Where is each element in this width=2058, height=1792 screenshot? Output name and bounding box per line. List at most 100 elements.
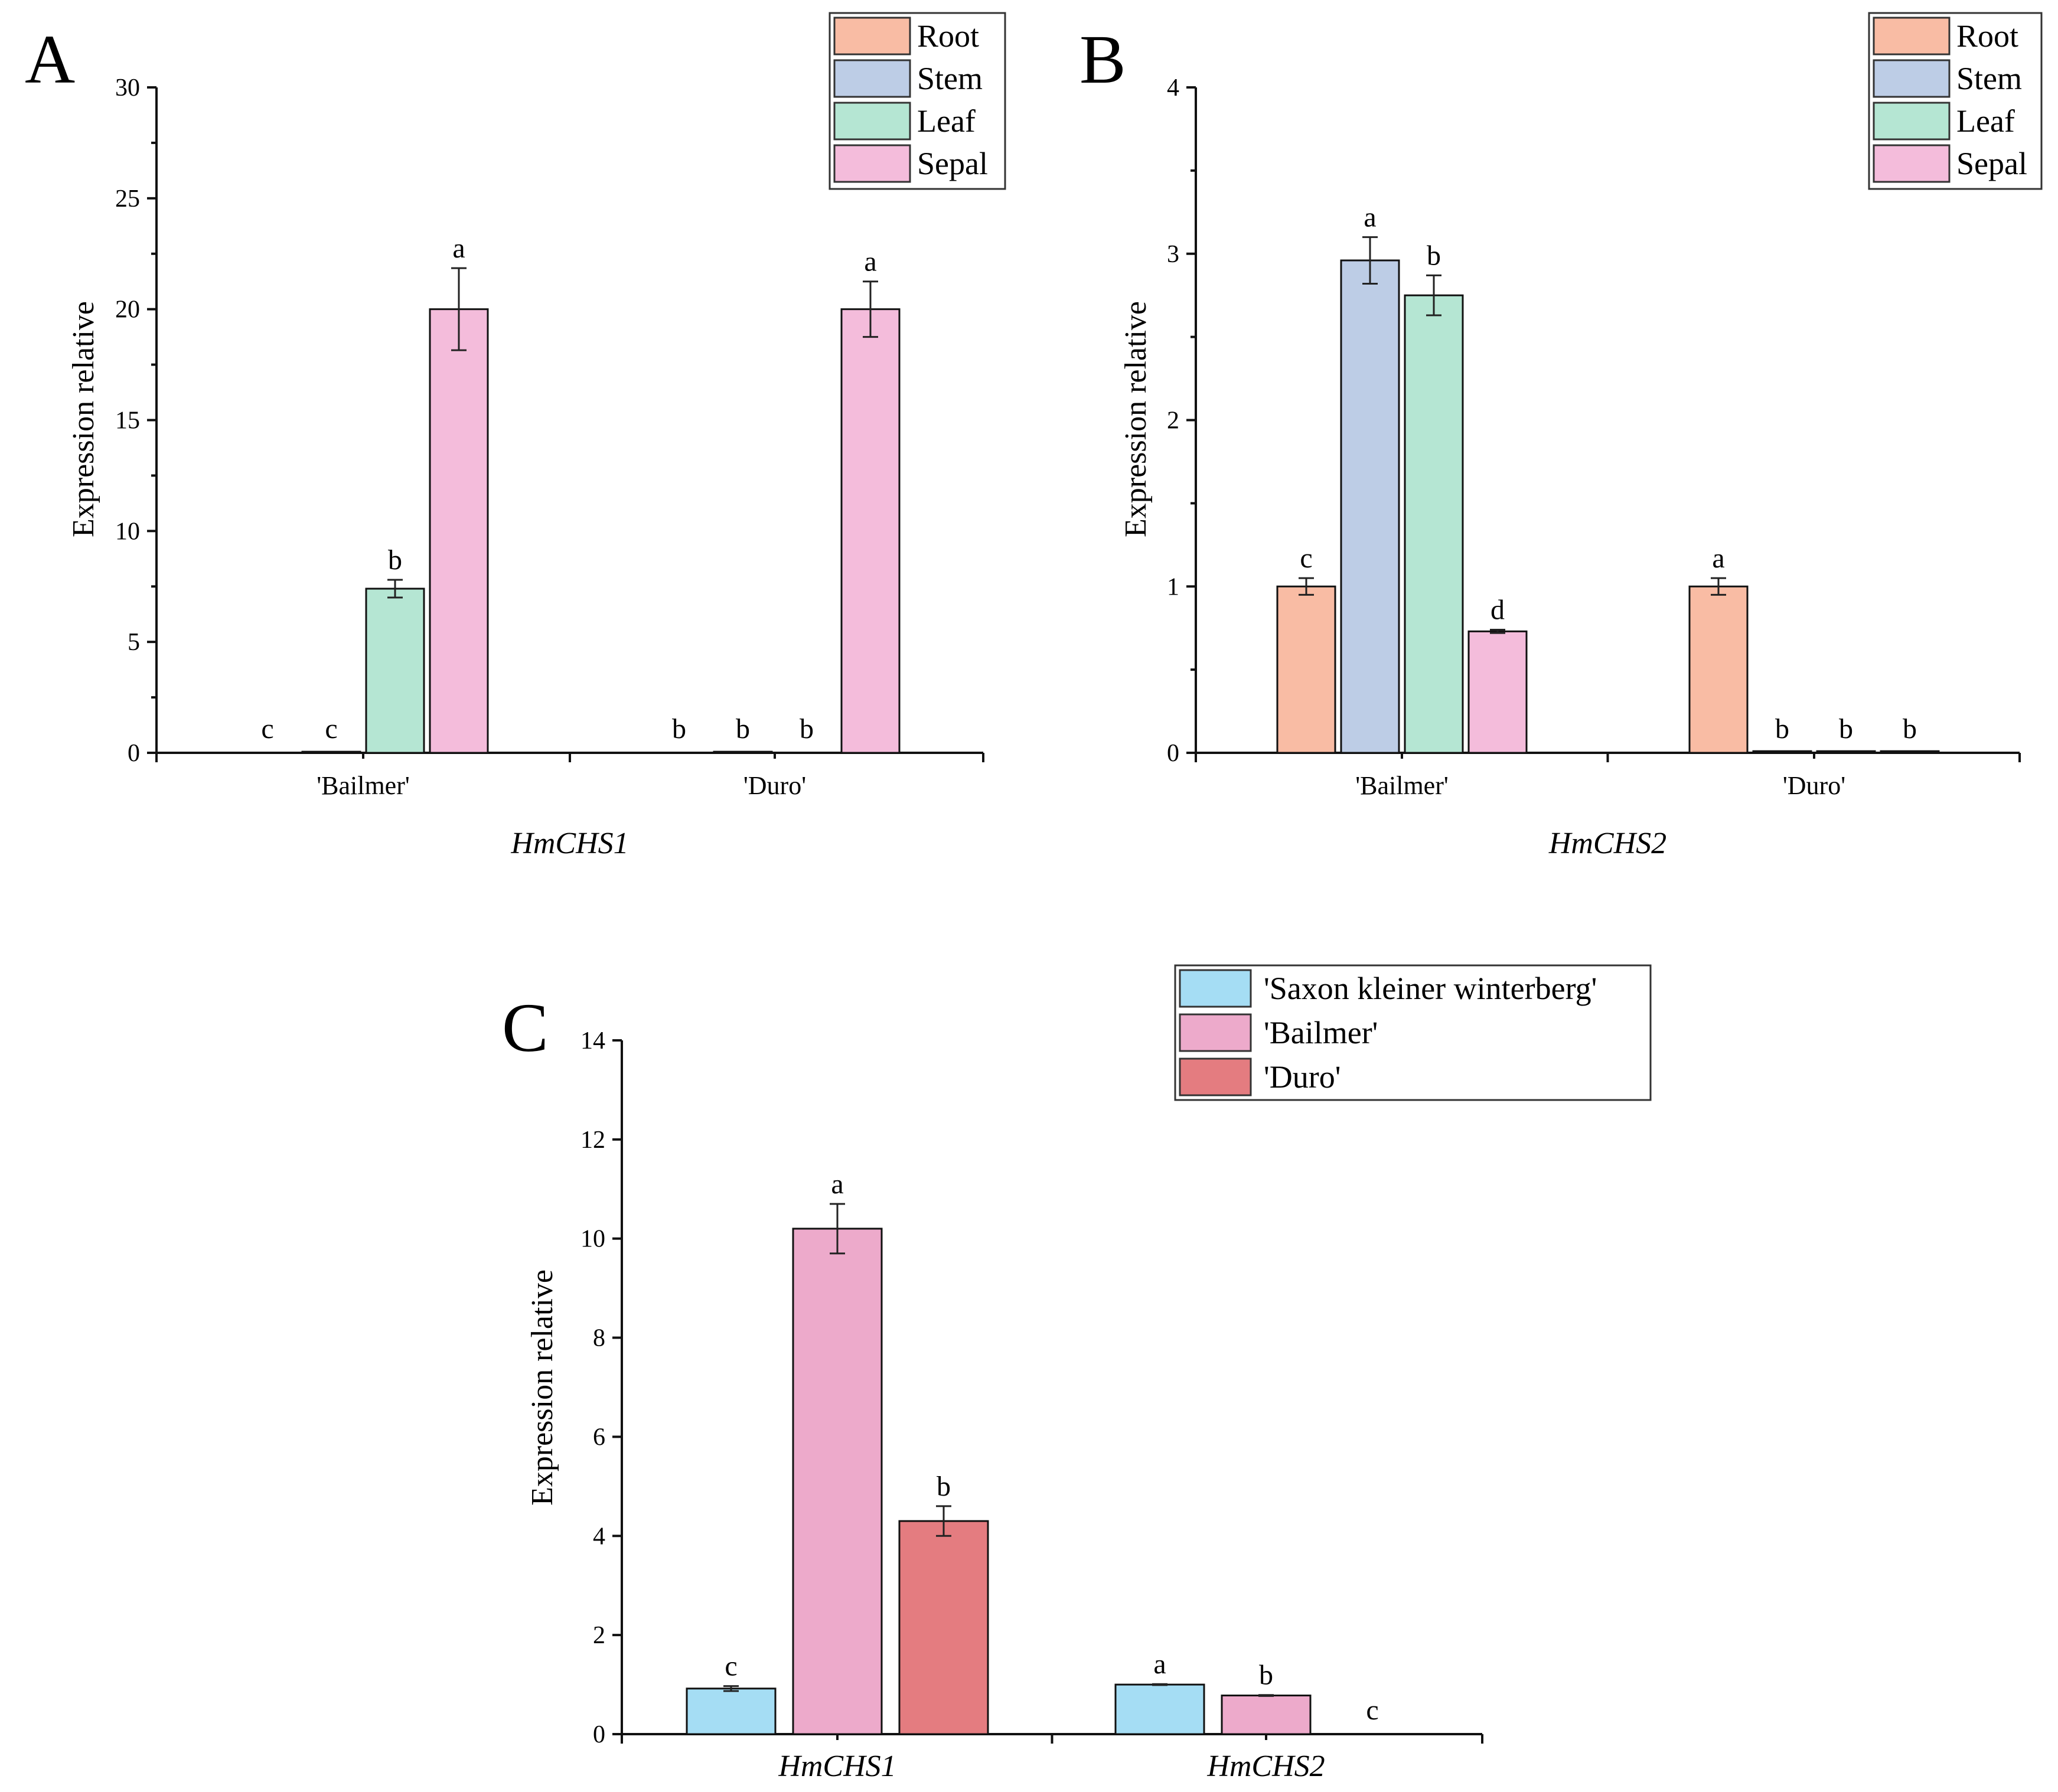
panel-letter: A xyxy=(25,21,75,98)
y-tick-label: 5 xyxy=(128,629,140,656)
gene-title: HmCHS2 xyxy=(1548,827,1666,860)
y-tick-label: 12 xyxy=(580,1127,605,1154)
bar-sepal xyxy=(1467,630,1528,754)
category-label: 'Duro' xyxy=(1783,771,1845,800)
y-axis-title: Expression relative xyxy=(1119,301,1153,537)
y-tick-label: 1 xyxy=(1167,573,1179,600)
bar-sepal xyxy=(840,308,901,754)
significance-label: d xyxy=(1490,595,1505,626)
panel-a: A 0 5 10 15 20 25 30 Expression relative 'Bailmer… xyxy=(25,12,1006,860)
significance-label: b xyxy=(800,713,814,745)
y-tick-label: 3 xyxy=(1167,241,1179,268)
y-tick-label: 15 xyxy=(115,407,140,435)
y-tick-label: 10 xyxy=(580,1226,605,1253)
significance-label: c xyxy=(1300,543,1312,574)
significance-label: b xyxy=(1427,240,1441,271)
y-axis-title: Expression relative xyxy=(67,301,100,537)
y-tick-label: 30 xyxy=(115,74,140,102)
legend-label: Root xyxy=(917,18,979,54)
panel-letter: B xyxy=(1079,21,1126,98)
bar-saxonkleinerwinterberg xyxy=(686,1687,777,1735)
legend-frame xyxy=(1174,964,1652,1101)
y-tick-label: 4 xyxy=(593,1523,605,1550)
significance-label: b xyxy=(1775,713,1789,745)
significance-label: c xyxy=(325,713,337,745)
significance-label: b xyxy=(1259,1660,1273,1691)
significance-label: c xyxy=(261,713,273,745)
category-label: HmCHS1 xyxy=(778,1749,896,1783)
legend: 'Saxon kleiner winterberg' 'Bailmer' 'Duro… xyxy=(1174,964,1652,1101)
y-tick-label: 25 xyxy=(115,185,140,213)
y-tick-label: 0 xyxy=(593,1721,605,1748)
legend-label: Stem xyxy=(1956,61,2022,96)
y-tick-label: 0 xyxy=(128,740,140,767)
significance-label: a xyxy=(831,1168,843,1200)
significance-label: b xyxy=(1903,713,1917,745)
panel-letter: C xyxy=(502,989,549,1066)
legend-label: Leaf xyxy=(1956,103,2015,139)
legend: Root Stem Leaf Sepal xyxy=(829,12,1006,190)
legend-swatch xyxy=(1179,969,1252,1008)
bar-root xyxy=(1276,585,1336,754)
y-tick-label: 6 xyxy=(593,1424,605,1451)
y-tick-label: 2 xyxy=(593,1622,605,1649)
category-label: HmCHS2 xyxy=(1206,1749,1325,1783)
bar-stem xyxy=(1752,750,1812,754)
legend-swatch xyxy=(1873,17,1951,56)
legend-swatch xyxy=(833,59,911,98)
legend-label: Root xyxy=(1956,18,2018,54)
y-axis-title: Expression relative xyxy=(526,1269,559,1506)
legend-swatch xyxy=(1873,102,1951,141)
gene-title: HmCHS1 xyxy=(510,827,628,860)
legend-swatch xyxy=(833,102,911,141)
y-tick-label: 20 xyxy=(115,296,140,324)
panel-c: C 0 2 4 6 8 10 12 14 Expression relative HmCHS1 HmC… xyxy=(502,964,1652,1783)
significance-label: a xyxy=(1712,543,1724,574)
bar-root xyxy=(1688,585,1749,754)
legend-swatch xyxy=(1873,144,1951,183)
significance-label: b xyxy=(937,1471,951,1502)
legend-label: Stem xyxy=(917,61,983,96)
y-tick-label: 10 xyxy=(115,518,140,545)
category-label: 'Bailmer' xyxy=(317,771,410,800)
y-tick-label: 14 xyxy=(580,1027,605,1055)
significance-label: c xyxy=(1366,1695,1378,1726)
legend: Root Stem Leaf Sepal xyxy=(1868,12,2043,190)
category-label: 'Bailmer' xyxy=(1355,771,1449,800)
significance-label: a xyxy=(1364,202,1376,233)
y-tick-label: 4 xyxy=(1167,74,1179,102)
bar-stem xyxy=(301,750,361,754)
y-tick-label: 8 xyxy=(593,1325,605,1352)
significance-label: c xyxy=(725,1651,737,1682)
legend-label: 'Duro' xyxy=(1264,1059,1341,1095)
bar-bailmer xyxy=(1221,1695,1312,1735)
significance-label: a xyxy=(864,246,876,278)
legend-swatch xyxy=(1873,59,1951,98)
significance-label: a xyxy=(1153,1649,1166,1680)
legend-label: 'Saxon kleiner winterberg' xyxy=(1264,971,1597,1006)
significance-label: b xyxy=(388,544,402,576)
bar-sepal xyxy=(1880,750,1940,754)
significance-label: b xyxy=(736,713,750,745)
bar-saxonkleinerwinterberg xyxy=(1114,1683,1205,1735)
legend-swatch xyxy=(833,17,911,56)
bar-leaf xyxy=(1404,294,1464,754)
bar-stem xyxy=(713,750,773,754)
legend-swatch xyxy=(1179,1057,1252,1096)
bar-bailmer xyxy=(792,1228,883,1735)
significance-label: b xyxy=(1839,713,1853,745)
bar-stem xyxy=(1340,259,1400,754)
bar-sepal xyxy=(429,308,489,754)
significance-label: a xyxy=(452,233,465,264)
legend-label: Sepal xyxy=(917,146,988,181)
y-tick-label: 0 xyxy=(1167,740,1179,767)
legend-swatch xyxy=(833,144,911,183)
bar-duro xyxy=(898,1520,989,1735)
significance-label: b xyxy=(672,713,686,745)
category-label: 'Duro' xyxy=(743,771,806,800)
legend-label: 'Bailmer' xyxy=(1264,1015,1378,1050)
legend-label: Leaf xyxy=(917,103,976,139)
bar-leaf xyxy=(1816,750,1876,754)
legend-label: Sepal xyxy=(1956,146,2027,181)
